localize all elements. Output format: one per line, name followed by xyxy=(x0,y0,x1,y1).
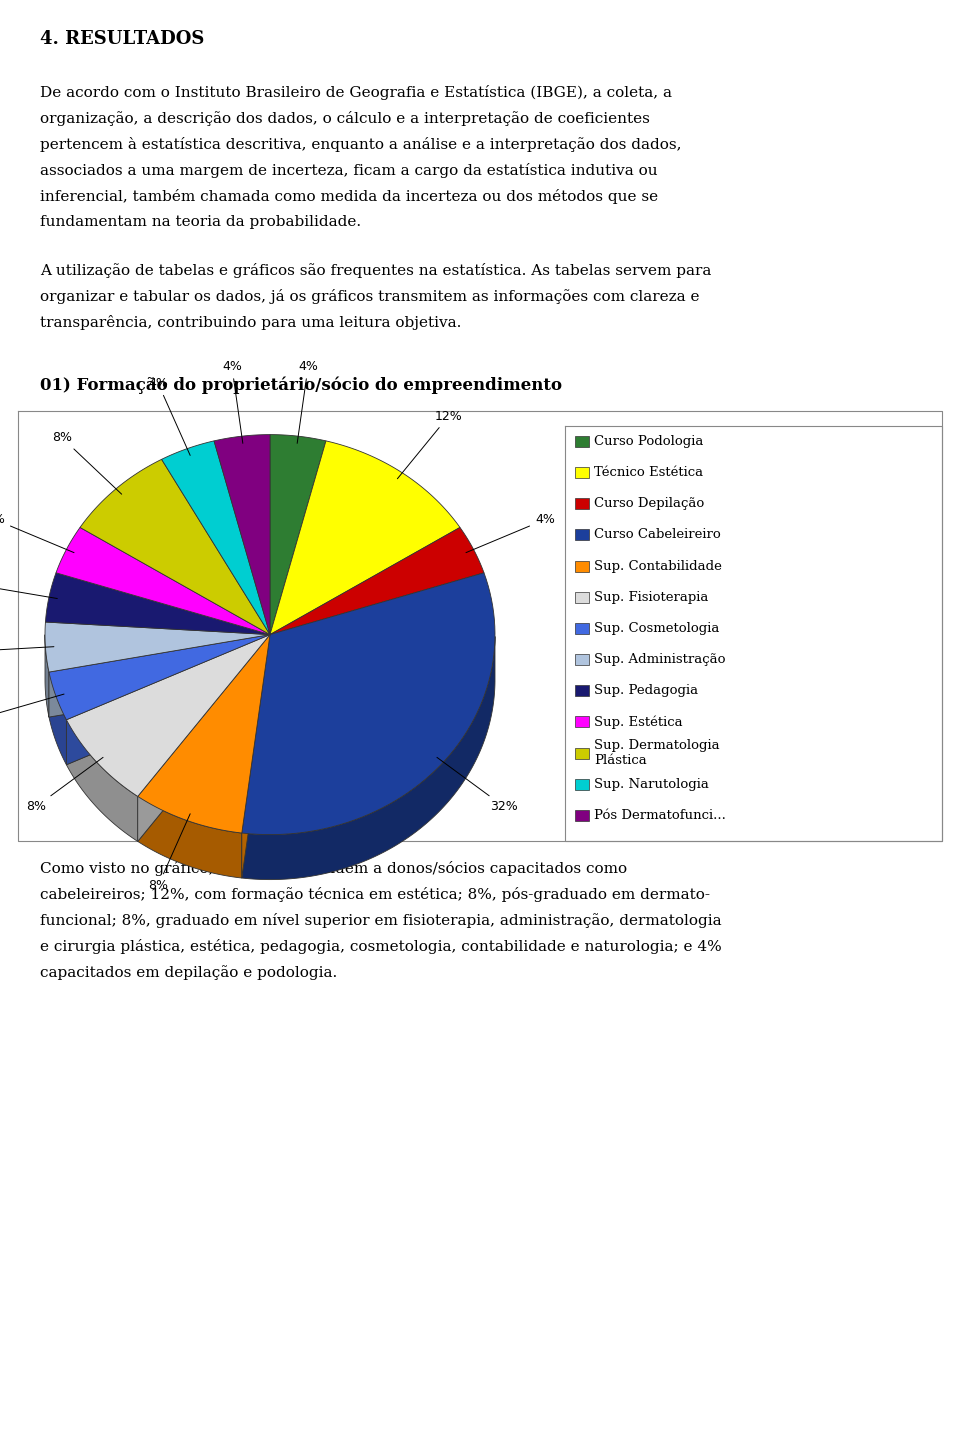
Text: 4%: 4% xyxy=(0,578,58,598)
Polygon shape xyxy=(137,796,242,878)
Bar xyxy=(575,436,589,447)
Text: Sup. Estética: Sup. Estética xyxy=(594,716,683,728)
Text: Sup. Contabilidade: Sup. Contabilidade xyxy=(594,559,722,572)
Text: pertencem à estatística descritiva, enquanto a análise e a interpretação dos dad: pertencem à estatística descritiva, enqu… xyxy=(40,138,682,152)
Text: cabeleireiros; 12%, com formação técnica em estética; 8%, pós-graduado em dermat: cabeleireiros; 12%, com formação técnica… xyxy=(40,888,710,902)
Bar xyxy=(575,529,589,541)
Polygon shape xyxy=(45,622,270,673)
Polygon shape xyxy=(56,528,270,635)
Text: Como visto no gráfico, 32% correspondem a donos/sócios capacitados como: Como visto no gráfico, 32% correspondem … xyxy=(40,860,627,876)
Polygon shape xyxy=(45,635,49,717)
Text: 4%: 4% xyxy=(466,513,555,552)
Polygon shape xyxy=(242,635,270,878)
Bar xyxy=(575,622,589,634)
Text: Sup. Dermatologia
Plástica: Sup. Dermatologia Plástica xyxy=(594,739,720,767)
Text: Sup. Administração: Sup. Administração xyxy=(594,652,726,665)
Polygon shape xyxy=(80,459,270,635)
Polygon shape xyxy=(66,635,270,764)
Text: 8%: 8% xyxy=(52,432,122,495)
Text: organizar e tabular os dados, já os gráficos transmitem as informações com clare: organizar e tabular os dados, já os gráf… xyxy=(40,290,700,304)
Text: 01) Formação do proprietário/sócio do empreendimento: 01) Formação do proprietário/sócio do em… xyxy=(40,376,562,393)
Bar xyxy=(575,810,589,820)
Polygon shape xyxy=(270,435,326,635)
Text: Sup. Fisioterapia: Sup. Fisioterapia xyxy=(594,591,708,604)
Polygon shape xyxy=(49,635,270,717)
Text: Curso Cabeleireiro: Curso Cabeleireiro xyxy=(594,529,721,542)
Text: 8%: 8% xyxy=(26,757,103,813)
Text: e cirurgia plástica, estética, pedagogia, cosmetologia, contabilidade e naturolo: e cirurgia plástica, estética, pedagogia… xyxy=(40,939,722,954)
Bar xyxy=(575,467,589,478)
Text: 8%: 8% xyxy=(148,815,190,892)
Text: Curso Podologia: Curso Podologia xyxy=(594,435,704,447)
Text: 4%: 4% xyxy=(0,513,74,552)
Bar xyxy=(575,779,589,790)
Text: Sup. Narutologia: Sup. Narutologia xyxy=(594,777,708,790)
Polygon shape xyxy=(242,572,495,835)
Polygon shape xyxy=(49,635,270,720)
Text: Técnico Estética: Técnico Estética xyxy=(594,466,703,479)
Polygon shape xyxy=(242,635,270,878)
Bar xyxy=(575,592,589,602)
Polygon shape xyxy=(214,435,270,635)
Text: 4%: 4% xyxy=(298,360,318,443)
Polygon shape xyxy=(137,635,270,842)
Polygon shape xyxy=(270,528,484,635)
Text: 4. RESULTADOS: 4. RESULTADOS xyxy=(40,30,204,47)
Text: Curso Depilação: Curso Depilação xyxy=(594,498,705,511)
Polygon shape xyxy=(66,635,270,796)
Text: associados a uma margem de incerteza, ficam a cargo da estatística indutiva ou: associados a uma margem de incerteza, fi… xyxy=(40,163,658,178)
Bar xyxy=(575,561,589,572)
Text: inferencial, também chamada como medida da incerteza ou dos métodos que se: inferencial, também chamada como medida … xyxy=(40,189,659,204)
Text: Sup. Pedagogia: Sup. Pedagogia xyxy=(594,684,698,697)
Polygon shape xyxy=(270,440,460,635)
Text: organização, a descrição dos dados, o cálculo e a interpretação de coeficientes: organização, a descrição dos dados, o cá… xyxy=(40,110,650,126)
Bar xyxy=(575,685,589,697)
Text: 12%: 12% xyxy=(397,410,463,479)
Text: 4%: 4% xyxy=(0,694,64,724)
Text: Pós Dermatofunci...: Pós Dermatofunci... xyxy=(594,809,726,822)
Text: 4%: 4% xyxy=(0,645,54,658)
Text: A utilização de tabelas e gráficos são frequentes na estatística. As tabelas ser: A utilização de tabelas e gráficos são f… xyxy=(40,262,711,278)
Polygon shape xyxy=(137,635,270,842)
Text: transparência, contribuindo para uma leitura objetiva.: transparência, contribuindo para uma lei… xyxy=(40,315,462,330)
Bar xyxy=(575,654,589,665)
Polygon shape xyxy=(45,572,270,635)
Text: capacitados em depilação e podologia.: capacitados em depilação e podologia. xyxy=(40,965,337,979)
Text: fundamentam na teoria da probabilidade.: fundamentam na teoria da probabilidade. xyxy=(40,215,361,229)
Text: 32%: 32% xyxy=(437,757,517,813)
Bar xyxy=(575,717,589,727)
Polygon shape xyxy=(66,635,270,764)
Bar xyxy=(575,747,589,759)
Text: Sup. Cosmetologia: Sup. Cosmetologia xyxy=(594,622,719,635)
Polygon shape xyxy=(242,637,495,879)
Text: 4%: 4% xyxy=(148,377,190,456)
Text: funcional; 8%, graduado em nível superior em fisioterapia, administração, dermat: funcional; 8%, graduado em nível superio… xyxy=(40,913,722,928)
Bar xyxy=(575,498,589,509)
Text: De acordo com o Instituto Brasileiro de Geografia e Estatística (IBGE), a coleta: De acordo com o Instituto Brasileiro de … xyxy=(40,85,672,100)
Polygon shape xyxy=(49,673,66,764)
Text: 4%: 4% xyxy=(222,360,243,443)
Polygon shape xyxy=(49,635,270,717)
Polygon shape xyxy=(161,440,270,635)
Polygon shape xyxy=(66,720,137,842)
Polygon shape xyxy=(137,635,270,833)
